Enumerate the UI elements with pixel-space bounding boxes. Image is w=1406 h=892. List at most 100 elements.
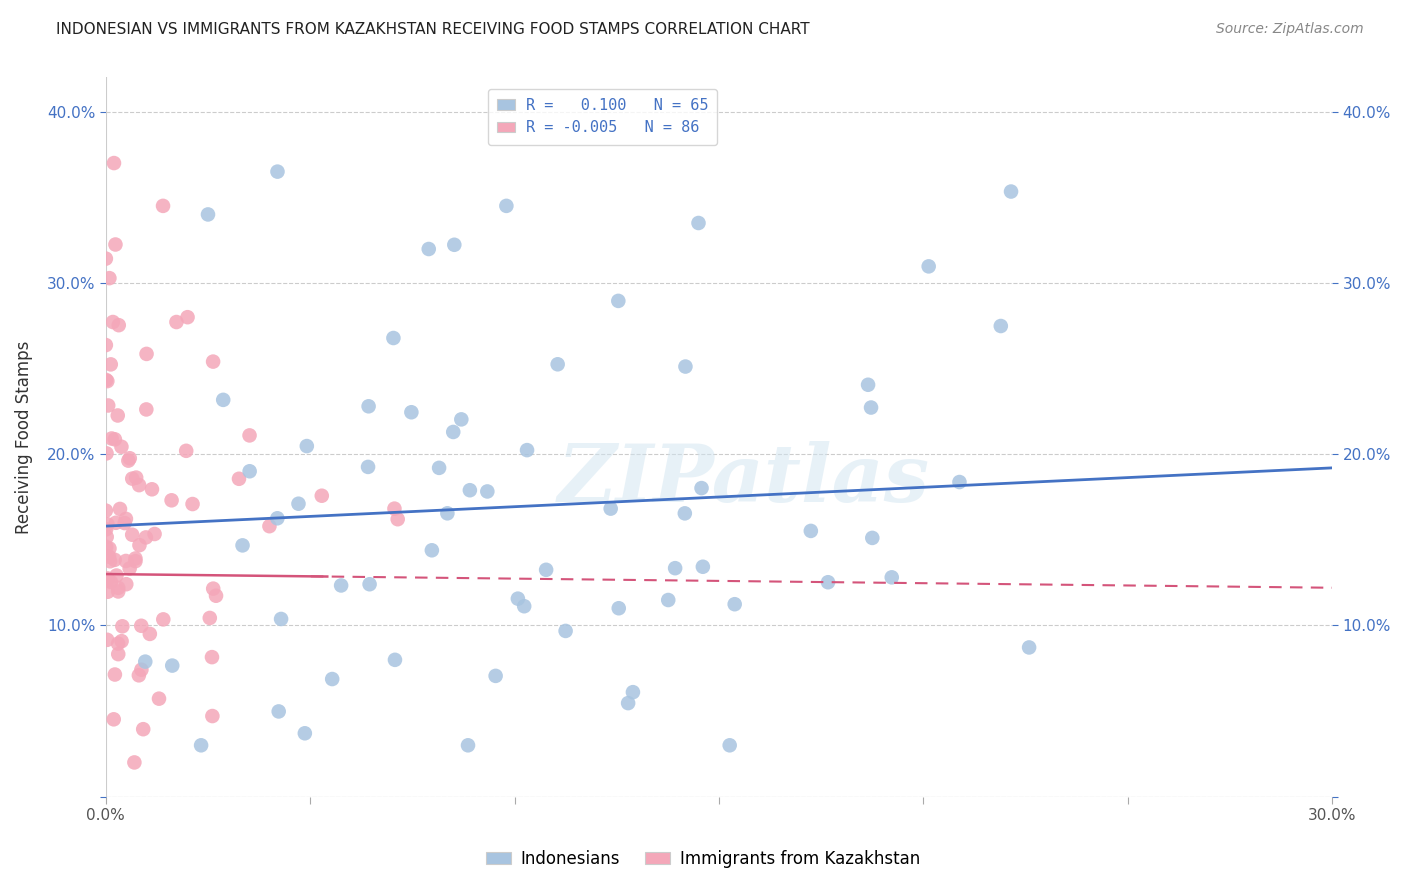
Point bbox=[485, 669, 508, 683]
Point bbox=[197, 207, 219, 221]
Point bbox=[100, 432, 122, 446]
Point bbox=[118, 451, 141, 466]
Point bbox=[427, 461, 450, 475]
Point bbox=[98, 271, 121, 285]
Point bbox=[228, 472, 250, 486]
Text: INDONESIAN VS IMMIGRANTS FROM KAZAKHSTAN RECEIVING FOOD STAMPS CORRELATION CHART: INDONESIAN VS IMMIGRANTS FROM KAZAKHSTAN… bbox=[56, 22, 810, 37]
Point bbox=[420, 543, 443, 558]
Point bbox=[554, 624, 576, 638]
Point bbox=[860, 531, 883, 545]
Point bbox=[321, 672, 343, 686]
Point bbox=[382, 331, 405, 345]
Point bbox=[124, 554, 146, 568]
Point bbox=[111, 619, 134, 633]
Point bbox=[110, 440, 132, 454]
Point bbox=[96, 530, 118, 544]
Point bbox=[103, 156, 125, 170]
Legend: R =   0.100   N = 65, R = -0.005   N = 86: R = 0.100 N = 65, R = -0.005 N = 86 bbox=[488, 88, 717, 145]
Point bbox=[97, 584, 120, 599]
Point bbox=[384, 653, 406, 667]
Point bbox=[266, 511, 288, 525]
Point bbox=[96, 632, 118, 647]
Point bbox=[124, 756, 146, 770]
Point bbox=[139, 627, 162, 641]
Point bbox=[401, 405, 423, 419]
Point bbox=[103, 712, 125, 726]
Point bbox=[238, 428, 260, 442]
Point bbox=[516, 443, 538, 458]
Point bbox=[104, 433, 127, 447]
Point bbox=[97, 399, 120, 413]
Point bbox=[918, 260, 941, 274]
Point bbox=[121, 472, 143, 486]
Point bbox=[270, 612, 292, 626]
Point bbox=[110, 634, 132, 648]
Point bbox=[259, 519, 281, 533]
Point bbox=[441, 425, 464, 439]
Point bbox=[115, 554, 138, 568]
Point bbox=[457, 739, 479, 753]
Point bbox=[160, 493, 183, 508]
Point bbox=[201, 709, 224, 723]
Point bbox=[96, 517, 118, 532]
Point bbox=[547, 357, 569, 371]
Point bbox=[418, 242, 440, 256]
Point bbox=[621, 685, 644, 699]
Point bbox=[115, 512, 138, 526]
Legend: Indonesians, Immigrants from Kazakhstan: Indonesians, Immigrants from Kazakhstan bbox=[479, 844, 927, 875]
Point bbox=[202, 582, 225, 596]
Point bbox=[534, 563, 557, 577]
Point bbox=[174, 443, 197, 458]
Point bbox=[152, 612, 174, 626]
Point bbox=[311, 489, 333, 503]
Point bbox=[96, 571, 118, 585]
Point bbox=[948, 475, 970, 489]
Point bbox=[357, 399, 380, 413]
Point bbox=[96, 574, 118, 588]
Point bbox=[98, 541, 121, 556]
Point bbox=[125, 470, 148, 484]
Point bbox=[114, 516, 136, 530]
Point bbox=[202, 354, 225, 368]
Point bbox=[115, 577, 138, 591]
Point bbox=[1018, 640, 1040, 655]
Point bbox=[98, 554, 121, 568]
Point bbox=[132, 722, 155, 736]
Point bbox=[135, 402, 157, 417]
Point bbox=[129, 619, 152, 633]
Point bbox=[657, 593, 679, 607]
Point bbox=[107, 581, 129, 595]
Point bbox=[205, 589, 228, 603]
Point bbox=[212, 392, 235, 407]
Point bbox=[190, 739, 212, 753]
Point bbox=[181, 497, 204, 511]
Point bbox=[295, 439, 318, 453]
Point bbox=[94, 522, 117, 536]
Point bbox=[513, 599, 536, 614]
Point bbox=[800, 524, 823, 538]
Text: Source: ZipAtlas.com: Source: ZipAtlas.com bbox=[1216, 22, 1364, 37]
Point bbox=[477, 484, 499, 499]
Point bbox=[94, 338, 117, 352]
Point bbox=[152, 199, 174, 213]
Point bbox=[128, 538, 150, 552]
Point bbox=[141, 483, 163, 497]
Point bbox=[94, 373, 117, 387]
Point bbox=[718, 739, 741, 753]
Point bbox=[131, 663, 153, 677]
Point bbox=[100, 575, 122, 590]
Point bbox=[266, 164, 288, 178]
Point bbox=[607, 293, 630, 308]
Point bbox=[118, 561, 141, 575]
Point bbox=[143, 527, 166, 541]
Point bbox=[724, 597, 747, 611]
Point bbox=[96, 446, 118, 460]
Point bbox=[675, 359, 697, 374]
Point bbox=[239, 464, 262, 478]
Point bbox=[162, 658, 184, 673]
Point bbox=[108, 502, 131, 516]
Point bbox=[101, 315, 124, 329]
Point bbox=[688, 216, 710, 230]
Point bbox=[96, 374, 118, 388]
Point bbox=[384, 501, 406, 516]
